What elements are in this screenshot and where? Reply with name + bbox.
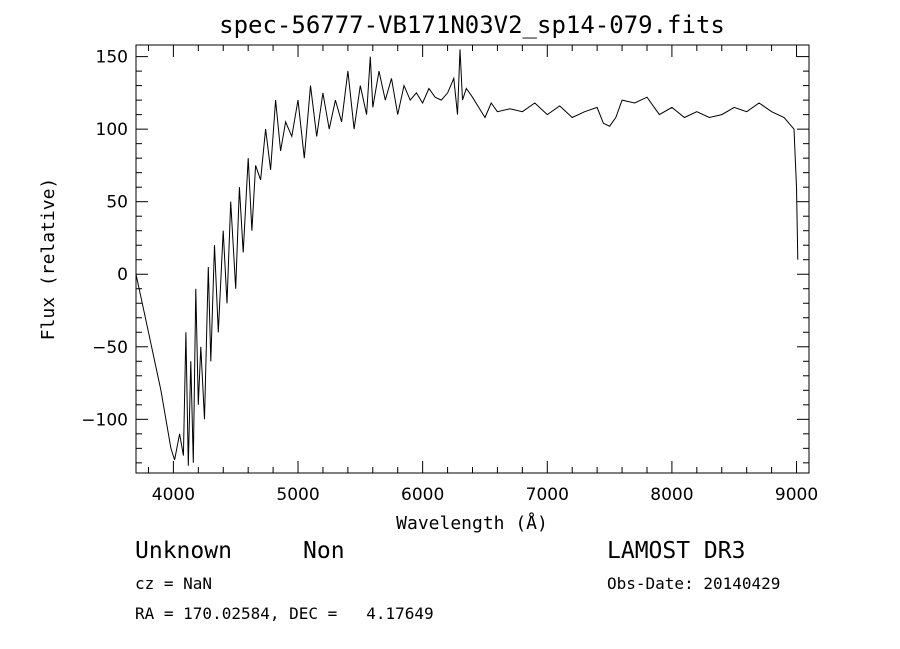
y-tick-label: −100 xyxy=(81,410,128,430)
y-axis-label: Flux (relative) xyxy=(38,178,59,341)
x-axis-label: Wavelength (Å) xyxy=(396,512,548,534)
x-tick-label: 4000 xyxy=(152,485,195,505)
coordinates: RA = 170.02584, DEC = 4.17649 xyxy=(135,604,434,623)
obs-date: Obs-Date: 20140429 xyxy=(607,574,781,593)
y-axis: −100 −50 0 50 100 150 xyxy=(81,48,809,464)
x-tick-label: 7000 xyxy=(526,485,569,505)
x-tick-label: 6000 xyxy=(401,485,444,505)
y-tick-label: 50 xyxy=(106,193,128,213)
x-tick-label: 8000 xyxy=(650,485,693,505)
chart-title: spec-56777-VB171N03V2_sp14-079.fits xyxy=(219,11,725,39)
x-tick-label: 9000 xyxy=(775,485,818,505)
spectrum-line xyxy=(135,49,799,466)
object-subclass: Non xyxy=(303,538,345,564)
y-tick-label: 150 xyxy=(96,48,128,68)
x-axis: 4000 5000 6000 7000 8000 9000 xyxy=(147,45,818,505)
y-tick-label: −50 xyxy=(92,338,128,358)
redshift-value: cz = NaN xyxy=(135,574,213,593)
survey-name: LAMOST DR3 xyxy=(607,538,746,564)
x-tick-label: 5000 xyxy=(276,485,319,505)
y-tick-label: 0 xyxy=(117,265,128,285)
object-class: Unknown xyxy=(135,538,232,564)
y-tick-label: 100 xyxy=(96,120,128,140)
